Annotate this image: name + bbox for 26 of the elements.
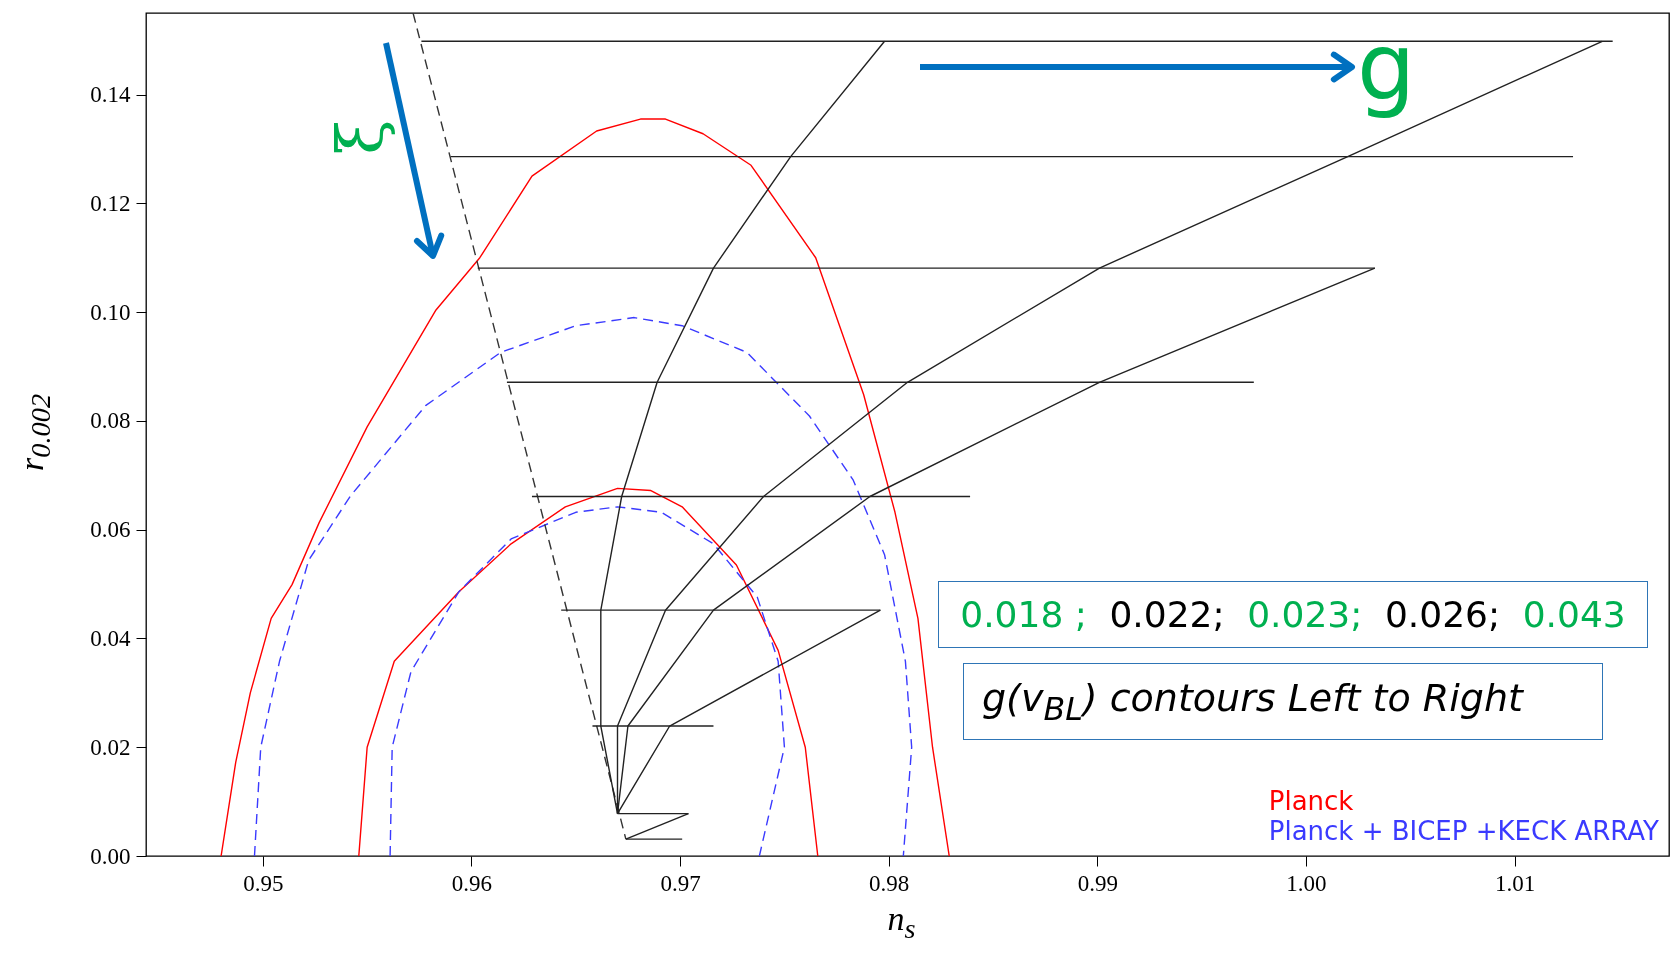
y-tick-label: 0.12 xyxy=(90,190,131,216)
annotation: 0.018 ; xyxy=(960,594,1087,635)
y-tick-label: 0.00 xyxy=(90,843,131,869)
annotation: 0.023; xyxy=(1247,594,1363,635)
annotation: 0.022; xyxy=(1109,594,1225,635)
x-tick-label: 0.95 xyxy=(243,870,284,896)
x-tick-label: 1.01 xyxy=(1494,870,1536,896)
x-axis-title: n$_{s}$ xyxy=(887,900,916,945)
x-tick-label: 0.98 xyxy=(869,870,910,896)
y-tick-label: 0.02 xyxy=(90,734,131,760)
annotation: ξ xyxy=(322,119,397,155)
text: Planck + BICEP +KECK ARRAY xyxy=(1268,816,1659,846)
y-tick-label: 0.04 xyxy=(90,625,131,651)
y-tick-label: 0.10 xyxy=(90,299,131,325)
y-tick-label: 0.06 xyxy=(90,517,131,543)
y-tick-label: 0.08 xyxy=(90,408,131,434)
annotation: g(v$_{BL}$) contours Left to Right xyxy=(982,676,1523,727)
annotation: g xyxy=(1357,14,1416,121)
x-tick-label: 1.00 xyxy=(1286,870,1327,896)
annotation: 0.026; xyxy=(1384,594,1501,635)
text: Planck xyxy=(1268,786,1355,816)
x-tick-label: 0.97 xyxy=(660,870,701,896)
x-tick-label: 0.99 xyxy=(1077,870,1118,896)
y-tick-label: 0.14 xyxy=(90,82,131,108)
annotation: 0.043 xyxy=(1522,594,1626,635)
x-tick-label: 0.96 xyxy=(451,870,493,896)
